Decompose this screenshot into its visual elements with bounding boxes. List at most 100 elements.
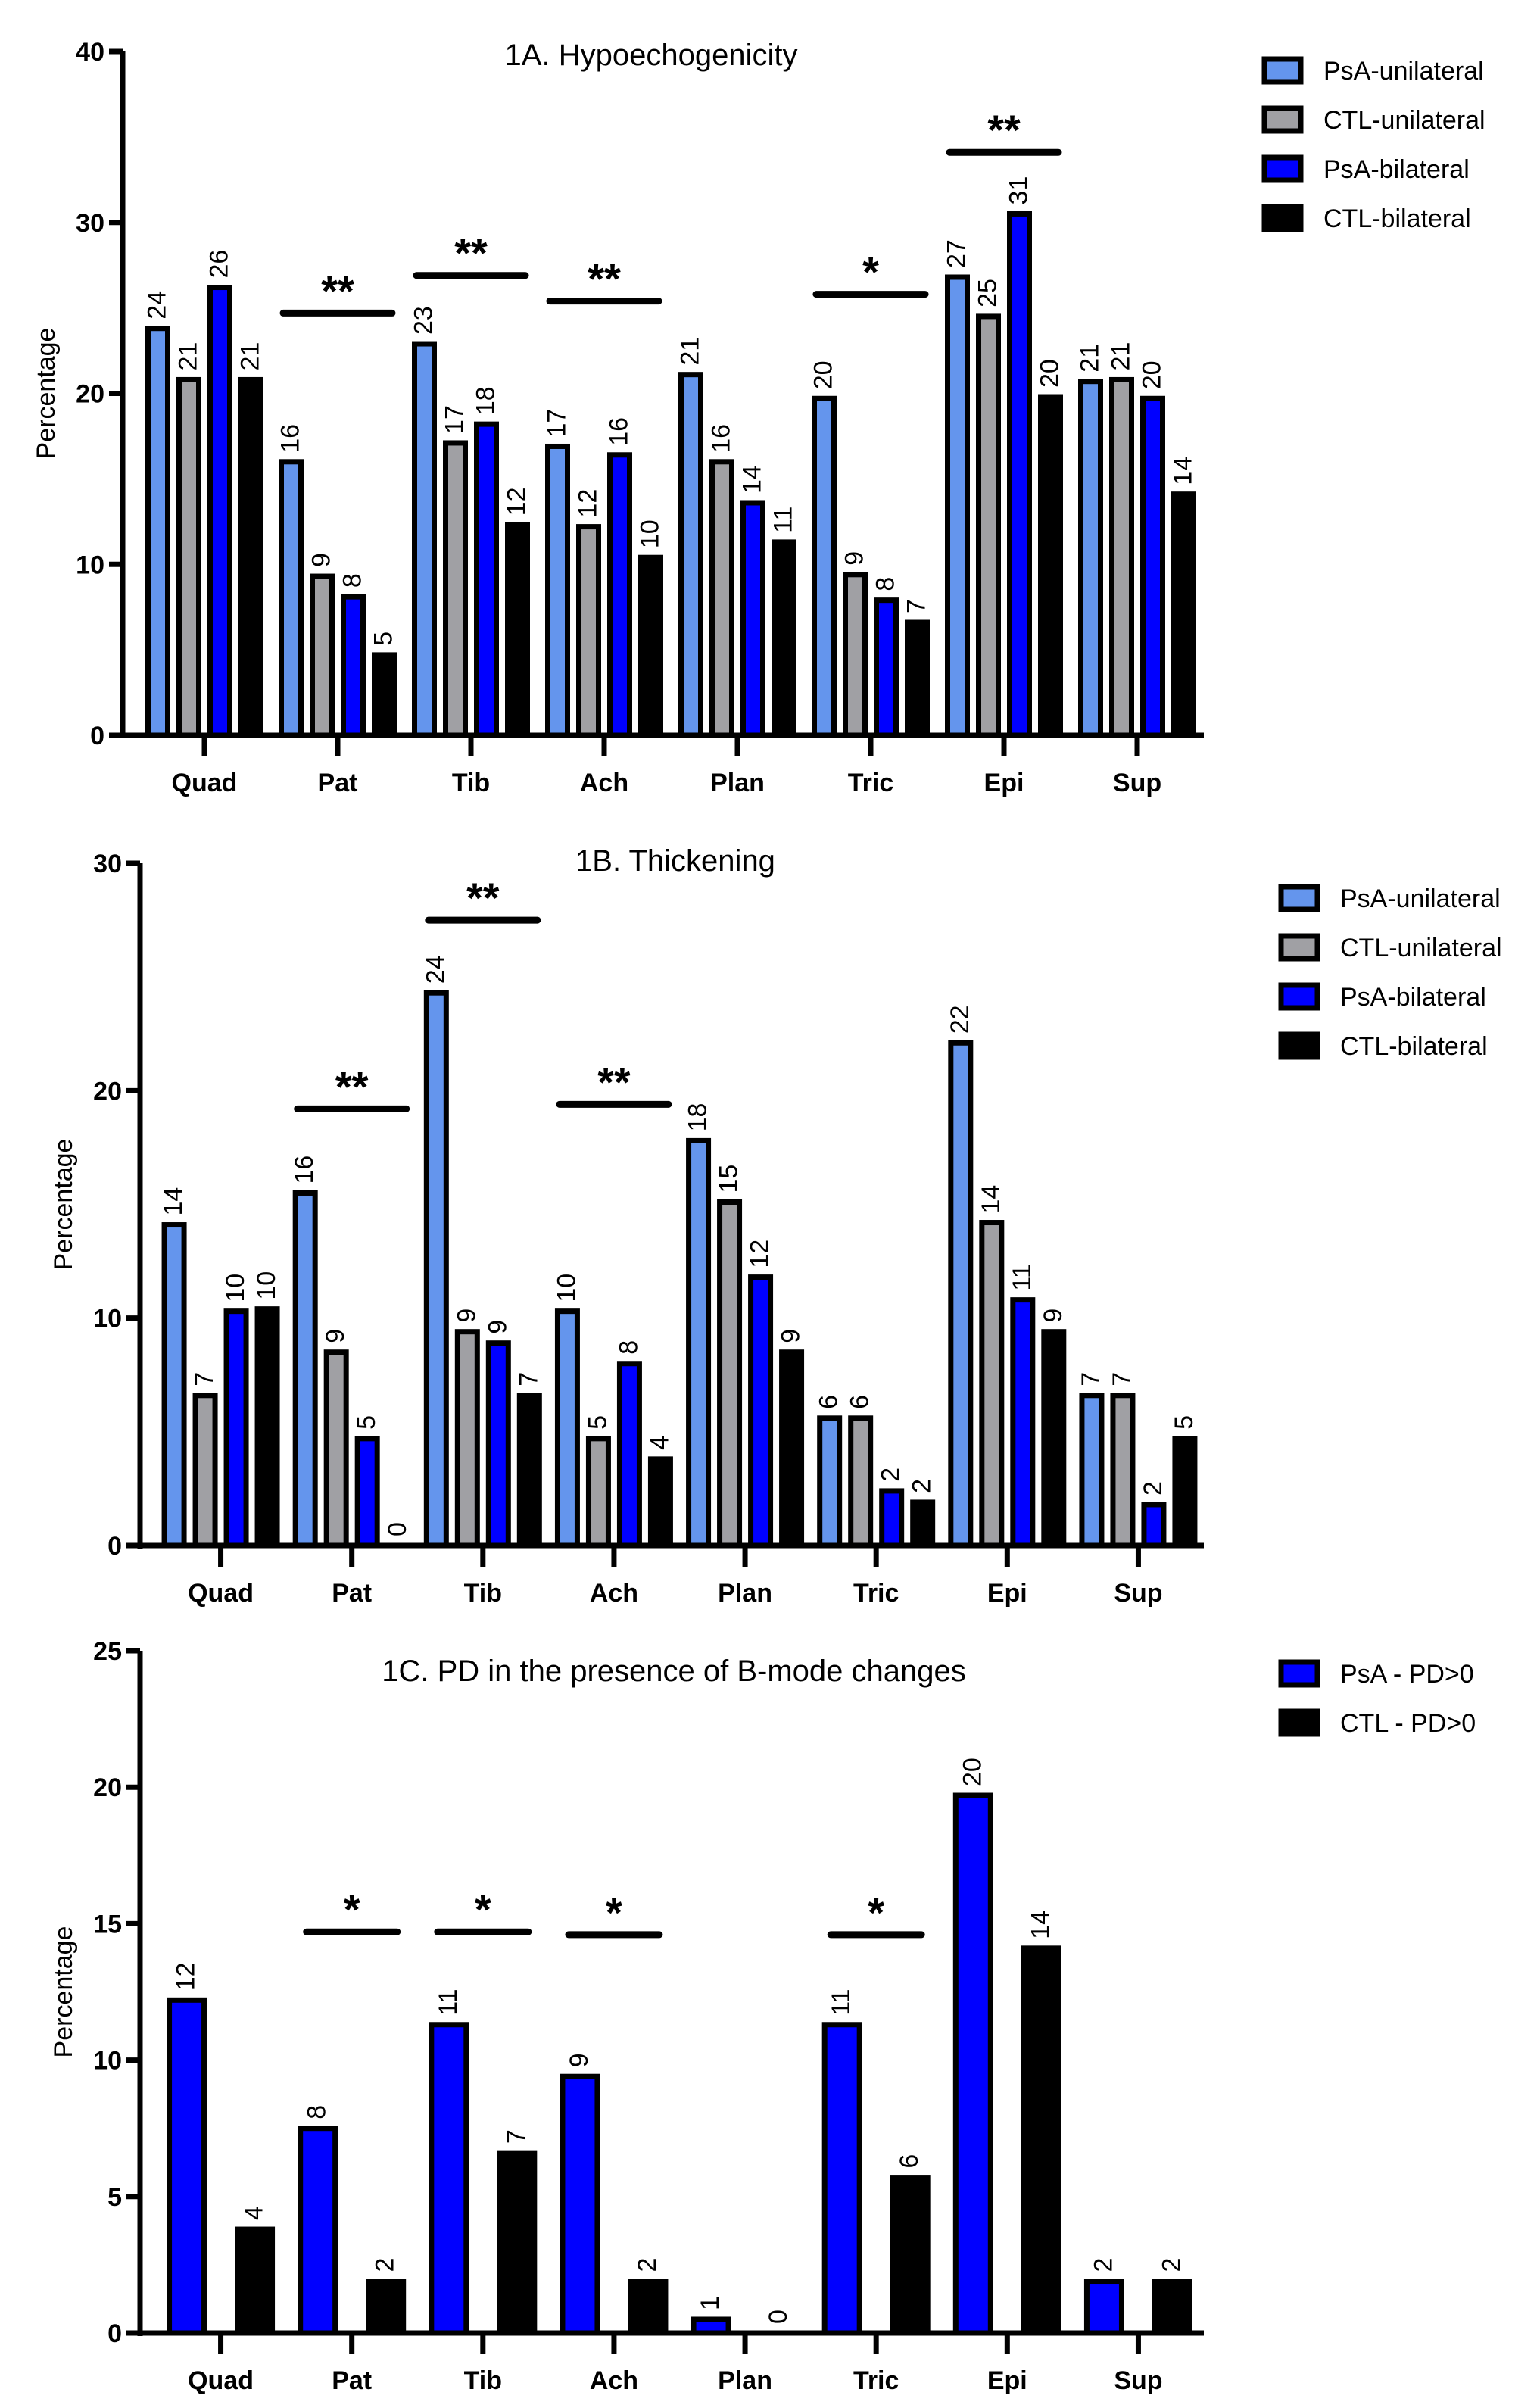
bar-value-label: 2: [1139, 1481, 1167, 1496]
bar: [412, 341, 437, 738]
y-tick-label: 0: [108, 1532, 122, 1561]
bar: [176, 376, 201, 738]
bar-value-label: 2: [371, 2258, 400, 2272]
bar: [298, 2126, 338, 2336]
bar: [821, 2022, 862, 2336]
x-tick-label: Ach: [580, 769, 628, 797]
bar-value-label: 7: [502, 2129, 531, 2144]
bar-value-label: 10: [252, 1271, 281, 1300]
bar-value-label: 2: [908, 1479, 937, 1493]
bar-value-label: 7: [514, 1372, 543, 1386]
bar: [740, 500, 765, 738]
significance-marker: **: [588, 255, 621, 303]
bar-value-label: 5: [583, 1415, 612, 1430]
y-tick-label: 25: [93, 1637, 122, 1666]
y-tick-label: 20: [93, 1077, 122, 1106]
bar: [167, 1997, 207, 2336]
bar-value-label: 12: [503, 487, 532, 516]
x-tick-label: Pat: [318, 769, 358, 797]
significance-marker: *: [862, 248, 879, 296]
bar-value-label: 24: [421, 955, 450, 984]
bar-value-label: 5: [352, 1415, 381, 1430]
bar: [354, 1436, 380, 1549]
bar-value-label: 31: [1005, 176, 1033, 205]
bar: [709, 459, 734, 738]
x-tick-label: Tib: [452, 769, 490, 797]
bar: [279, 459, 304, 738]
bar: [254, 1306, 280, 1549]
bar: [812, 395, 837, 738]
bar: [372, 652, 397, 738]
bar-value-label: 7: [1077, 1372, 1105, 1386]
bar-chart-1c: 1C. PD in the presence of B-mode changes…: [49, 1637, 1476, 2395]
bar-value-label: 20: [1036, 359, 1065, 388]
bar-value-label: 2: [633, 2258, 662, 2272]
bar: [161, 1222, 187, 1549]
legend-swatch: [1278, 982, 1320, 1011]
bar-value-label: 6: [846, 1395, 874, 1409]
bar: [848, 1415, 874, 1549]
bar: [516, 1393, 542, 1549]
bar-chart-1a: 1A. Hypoechogenicity Percentage 0 10 20 30 40 Q…: [32, 38, 1485, 797]
significance-marker: **: [987, 106, 1021, 154]
bar-value-label: 14: [1169, 457, 1198, 485]
bar-value-label: 11: [1008, 1264, 1037, 1290]
x-tick-label: Ach: [590, 1579, 638, 1608]
bar-value-label: 8: [871, 577, 900, 591]
bar: [1141, 1502, 1167, 1549]
bar: [443, 440, 468, 738]
bar: [905, 619, 930, 738]
bar-value-label: 15: [715, 1165, 744, 1193]
bar: [952, 1792, 993, 2336]
bar-value-label: 6: [895, 2154, 924, 2169]
bar: [223, 1308, 249, 1549]
bar: [910, 1499, 936, 1549]
y-axis-label: Percentage: [49, 1139, 78, 1271]
bar: [748, 1274, 774, 1549]
x-tick-label: Plan: [710, 769, 765, 797]
y-tick-label: 0: [108, 2319, 122, 2348]
bar-value-label: 21: [1076, 344, 1105, 373]
y-axis-label: Percentage: [49, 1926, 78, 2058]
bar: [628, 2279, 669, 2336]
legend-swatch: [1278, 1031, 1320, 1060]
bar: [1041, 1329, 1067, 1549]
chart-title: 1B. Thickening: [575, 844, 775, 878]
bar: [979, 1220, 1005, 1549]
legend-swatch: [1261, 105, 1304, 134]
bar: [323, 1349, 349, 1549]
x-tick-label: Plan: [718, 1579, 772, 1608]
bar-value-label: 4: [240, 2206, 269, 2220]
bar: [560, 2073, 600, 2336]
legend-swatch: [1278, 1659, 1320, 1688]
bar-value-label: 18: [472, 386, 500, 415]
x-tick-label: Tric: [853, 2366, 899, 2395]
bar: [554, 1308, 580, 1549]
x-tick-label: Sup: [1114, 2366, 1162, 2395]
bar-value-label: 14: [159, 1187, 188, 1216]
y-tick-label: 0: [90, 722, 104, 750]
legend-label: CTL-unilateral: [1340, 934, 1502, 962]
bar-value-label: 24: [143, 291, 172, 320]
chart-panel-1b: 1B. Thickening Percentage 0 10 20 30 Quad Pat Ti…: [0, 814, 1540, 1617]
bar: [1079, 1393, 1105, 1549]
bar-value-label: 20: [1138, 360, 1167, 389]
bar-value-label: 16: [290, 1156, 319, 1184]
bar: [638, 554, 663, 738]
bar-value-label: 16: [276, 424, 305, 453]
significance-marker: **: [454, 229, 488, 277]
bar: [485, 1340, 511, 1549]
bar: [1078, 379, 1103, 738]
x-tick-label: Quad: [188, 2366, 254, 2395]
y-tick-label: 5: [108, 2183, 122, 2212]
bar-value-label: 11: [769, 507, 798, 533]
legend-label: CTL-bilateral: [1323, 204, 1471, 233]
bar: [717, 1199, 743, 1549]
bar: [976, 313, 1001, 738]
bar-value-label: 27: [943, 239, 971, 268]
significance-marker: *: [344, 1886, 360, 1933]
bar-value-label: 12: [172, 1962, 201, 1991]
bar-value-label: 14: [1026, 1910, 1055, 1939]
bar: [945, 274, 970, 738]
legend-swatch: [1261, 154, 1304, 183]
